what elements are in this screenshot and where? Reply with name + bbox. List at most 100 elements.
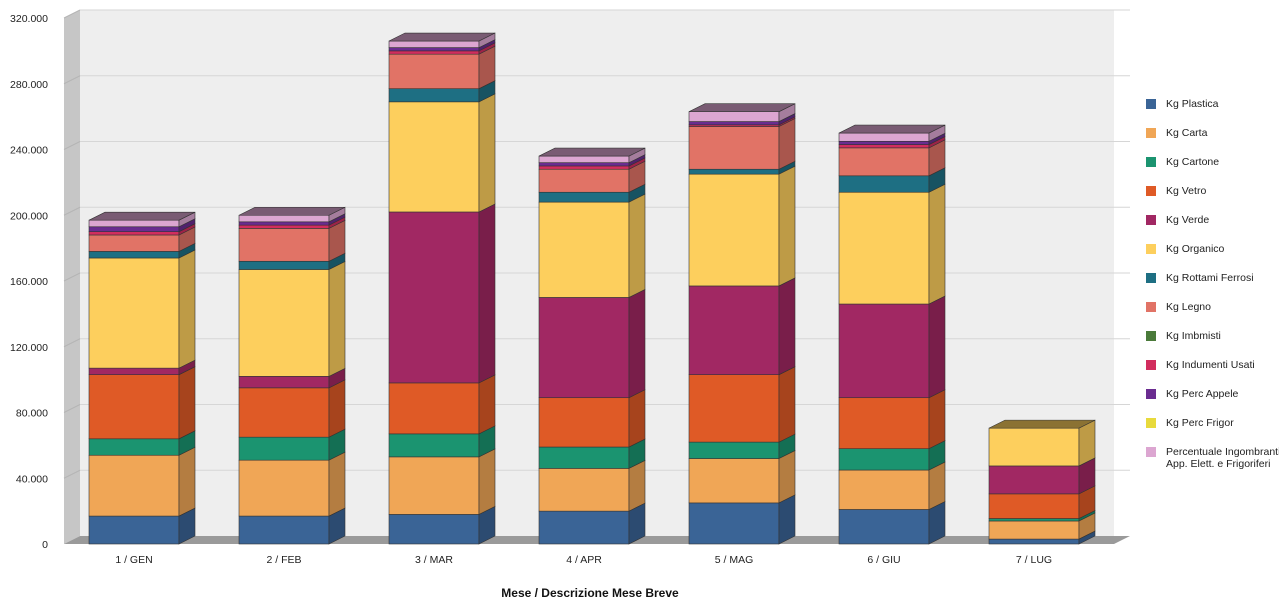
- x-tick-label: 7 / LUG: [1016, 554, 1052, 566]
- y-tick-label: 280.000: [10, 79, 48, 91]
- bar-stack: [688, 103, 796, 545]
- bar-stack: [238, 206, 346, 545]
- bar-segment-side: [778, 118, 796, 170]
- bar-segment-side: [178, 366, 196, 440]
- bar-segment: [988, 538, 1080, 545]
- bar-segment: [88, 231, 180, 236]
- legend-label: Kg Perc Frigor: [1166, 417, 1234, 429]
- bar-segment-side: [478, 203, 496, 384]
- bar-segment-side: [328, 261, 346, 377]
- gridline-diag: [63, 338, 81, 348]
- legend-swatch: [1146, 157, 1156, 167]
- legend-label: Kg Carta: [1166, 127, 1208, 139]
- bar-segment: [238, 260, 330, 270]
- bar-segment: [388, 88, 480, 103]
- bar-segment: [538, 165, 630, 170]
- bar-segment-side: [628, 288, 646, 399]
- bar-segment: [88, 367, 180, 375]
- bar-top: [388, 32, 496, 42]
- legend-swatch: [1146, 99, 1156, 109]
- legend-swatch: [1146, 418, 1156, 428]
- bar-segment: [838, 397, 930, 449]
- bar-segment: [688, 441, 780, 459]
- gridline-diag: [63, 75, 81, 85]
- bar-stack: [88, 211, 196, 545]
- legend-label: Kg Imbmisti: [1166, 330, 1221, 342]
- bar-stack: [838, 124, 946, 545]
- legend-label: Kg Organico: [1166, 243, 1225, 255]
- bar-segment-side: [628, 389, 646, 448]
- bar-segment: [538, 397, 630, 448]
- legend-swatch: [1146, 360, 1156, 370]
- bar-segment: [538, 297, 630, 399]
- bar-segment: [238, 221, 330, 226]
- y-tick-label: 320.000: [10, 13, 48, 25]
- bar-segment: [388, 50, 480, 55]
- bar-segment: [88, 515, 180, 545]
- legend-swatch: [1146, 273, 1156, 283]
- bar-segment-side: [478, 374, 496, 435]
- bar-stack: [388, 32, 496, 545]
- legend-swatch: [1146, 244, 1156, 254]
- bar-segment: [238, 459, 330, 517]
- gridline-diag: [63, 206, 81, 216]
- bar-segment-side: [928, 183, 946, 305]
- legend-label: Kg Verde: [1166, 214, 1210, 226]
- bar-segment: [838, 469, 930, 510]
- bar-segment: [688, 126, 780, 170]
- bar-segment: [238, 376, 330, 389]
- x-tick-label: 6 / GIU: [867, 554, 900, 566]
- bar-segment-side: [328, 451, 346, 517]
- bar-segment: [838, 147, 930, 177]
- bar-top: [838, 124, 946, 134]
- y-tick-label: 160.000: [10, 276, 48, 288]
- gridline-diag: [63, 272, 81, 282]
- bar-top: [238, 206, 346, 216]
- y-tick-label: 0: [42, 539, 48, 551]
- y-tick-label: 40.000: [16, 473, 48, 485]
- bar-segment: [88, 438, 180, 456]
- legend-swatch: [1146, 302, 1156, 312]
- bar-segment: [388, 101, 480, 213]
- bar-segment: [538, 191, 630, 203]
- x-tick-label: 2 / FEB: [266, 554, 301, 566]
- legend-label: Kg Cartone: [1166, 156, 1220, 168]
- legend-swatch: [1146, 389, 1156, 399]
- y-tick-label: 120.000: [10, 342, 48, 354]
- bar-segment-side: [778, 450, 796, 504]
- bar-segment: [88, 251, 180, 259]
- bar-segment: [838, 132, 930, 142]
- legend-swatch: [1146, 215, 1156, 225]
- bar-stack: [988, 419, 1096, 545]
- bar-segment: [388, 40, 480, 48]
- bar-segment: [688, 111, 780, 122]
- bar-segment: [538, 201, 630, 298]
- legend-label: Kg Vetro: [1166, 185, 1207, 197]
- bar-top: [688, 103, 796, 112]
- bar-segment: [238, 228, 330, 262]
- legend-swatch: [1146, 331, 1156, 341]
- gridline-diag: [63, 141, 81, 150]
- bar-segment: [838, 448, 930, 471]
- bar-top: [538, 147, 646, 157]
- legend-label: Kg Plastica: [1166, 98, 1219, 110]
- gridline-diag: [63, 469, 81, 479]
- bar-segment: [538, 155, 630, 163]
- bar-segment: [988, 493, 1080, 519]
- bar-segment: [88, 257, 180, 369]
- bar-segment-side: [778, 165, 796, 287]
- bar-segment: [838, 509, 930, 545]
- bar-segment-side: [328, 379, 346, 438]
- bar-segment-side: [928, 389, 946, 450]
- x-axis-title: Mese / Descrizione Mese Breve: [501, 586, 679, 600]
- bar-segment: [838, 191, 930, 305]
- bar-segment-side: [778, 277, 796, 376]
- bar-segment: [388, 433, 480, 458]
- bar-segment-side: [178, 446, 196, 517]
- bar-segment: [238, 224, 330, 229]
- bar-segment: [688, 121, 780, 126]
- bar-segment-side: [778, 366, 796, 443]
- x-tick-label: 1 / GEN: [115, 554, 152, 566]
- bar-segment: [88, 454, 180, 517]
- bar-segment: [238, 436, 330, 461]
